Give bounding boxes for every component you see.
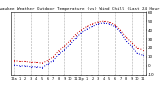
Title: Milwaukee Weather Outdoor Temperature (vs) Wind Chill (Last 24 Hours): Milwaukee Weather Outdoor Temperature (v… [0,7,160,11]
